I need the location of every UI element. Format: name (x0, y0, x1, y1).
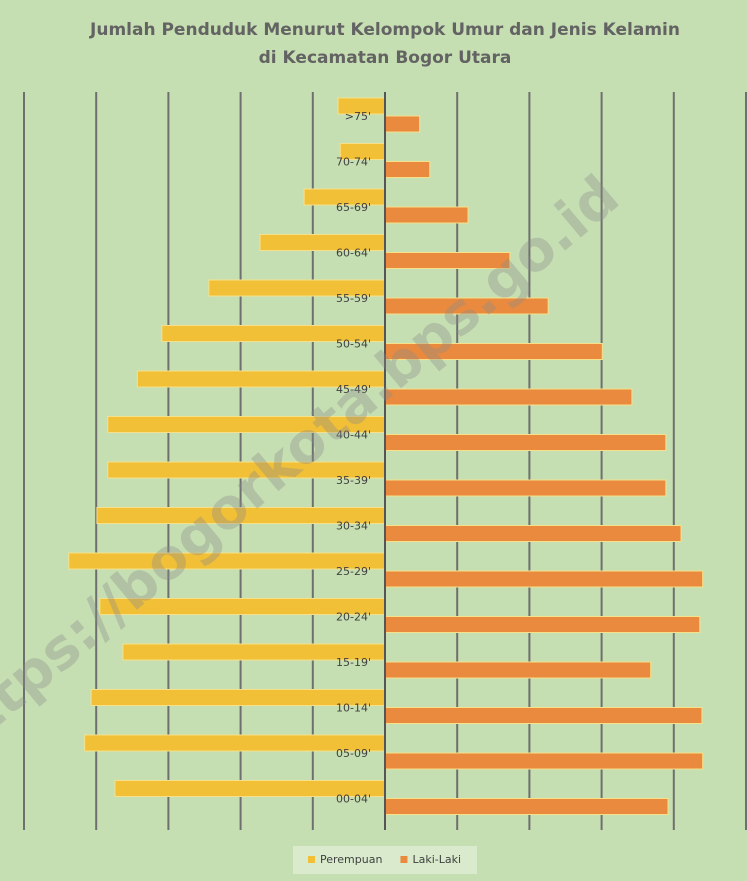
y-tick-label: 60-64' (336, 247, 371, 260)
y-tick-label: 30-34' (336, 520, 371, 533)
y-tick-label: 20-24' (336, 611, 371, 624)
y-tick-label: 25-29' (336, 565, 371, 578)
y-tick-label: 50-54' (336, 338, 371, 351)
y-tick-label: 45-49' (336, 383, 371, 396)
bar (384, 115, 421, 133)
chart-title: di Kecamatan Bogor Utara (259, 48, 512, 68)
legend-box (293, 846, 477, 874)
bar (384, 661, 652, 679)
bar (384, 798, 669, 815)
bar (384, 707, 703, 724)
legend-swatch (400, 856, 408, 863)
bar (384, 525, 682, 542)
y-tick-label: 65-69' (336, 201, 371, 214)
y-tick-label: 70-74' (336, 156, 371, 169)
y-tick-label: 00-04' (336, 793, 371, 806)
y-tick-label: 10-14' (336, 702, 371, 715)
y-tick-label: 15-19' (336, 656, 371, 669)
y-tick-label: >75' (345, 110, 371, 123)
y-tick-label: 35-39' (336, 474, 371, 487)
bar (384, 388, 633, 406)
bar (384, 570, 704, 588)
legend-label: Laki-Laki (412, 853, 461, 866)
y-tick-label: 55-59' (336, 292, 371, 305)
bar (384, 752, 704, 770)
bar (384, 434, 667, 451)
legend-swatch (308, 856, 315, 863)
y-tick-label: 40-44' (336, 429, 371, 442)
legend-label: Perempuan (320, 853, 382, 866)
bar (384, 479, 667, 497)
y-tick-label: 05-09' (336, 747, 371, 760)
bar (384, 616, 701, 633)
bar (384, 161, 431, 178)
chart-title: Jumlah Penduduk Menurut Kelompok Umur da… (89, 20, 680, 40)
bar (384, 206, 469, 224)
